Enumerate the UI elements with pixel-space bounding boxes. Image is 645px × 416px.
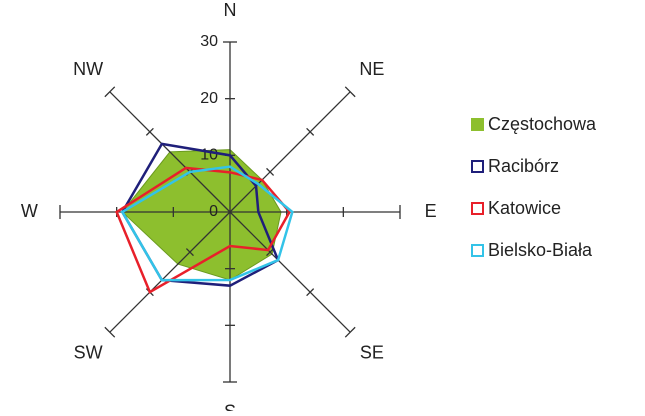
series-line: [120, 142, 280, 287]
axis-category-label: E: [425, 201, 437, 221]
tick-label: 20: [200, 90, 218, 107]
tick-mark: [306, 127, 315, 136]
tick-mark: [306, 288, 315, 297]
legend-marker: [471, 244, 484, 257]
tick-mark: [344, 86, 356, 98]
tick-label: 30: [200, 33, 218, 50]
axis-category-label: SW: [74, 343, 103, 363]
legend-label: Częstochowa: [488, 114, 597, 134]
axis-line: [109, 211, 231, 333]
tick-mark: [104, 326, 116, 338]
axis-category-label: S: [224, 401, 236, 411]
axis-category-label: N: [224, 0, 237, 20]
legend-marker: [471, 118, 484, 131]
tick-mark: [266, 167, 275, 176]
axis-category-label: W: [21, 201, 38, 221]
tick-label: 0: [209, 203, 218, 220]
axis-line: [229, 211, 351, 333]
axis-line: [229, 91, 351, 213]
tick-mark: [344, 326, 356, 338]
series-line: [115, 166, 292, 294]
legend-label: Racibórz: [488, 156, 559, 176]
tick-mark: [104, 86, 116, 98]
legend-label: Bielsko-Biała: [488, 240, 593, 260]
axis-category-label: NE: [359, 59, 384, 79]
axis-category-label: SE: [360, 343, 384, 363]
axis-category-label: NW: [73, 59, 103, 79]
series-line: [120, 165, 294, 282]
axis-line: [109, 91, 231, 213]
tick-mark: [266, 248, 275, 257]
tick-mark: [145, 127, 154, 136]
legend-label: Katowice: [488, 198, 561, 218]
legend-marker: [471, 202, 484, 215]
legend-marker: [471, 160, 484, 173]
tick-mark: [185, 248, 194, 257]
tick-label: 10: [200, 147, 218, 164]
